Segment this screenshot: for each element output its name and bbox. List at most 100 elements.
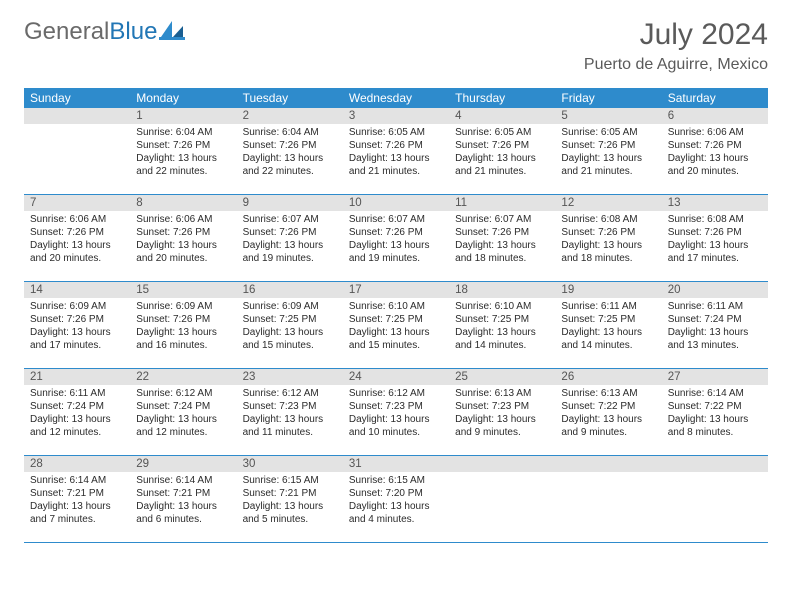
sunset-text: Sunset: 7:26 PM: [455, 226, 549, 239]
daylight-text: Daylight: 13 hours and 18 minutes.: [561, 239, 655, 265]
day-number: 9: [237, 195, 343, 211]
sunrise-text: Sunrise: 6:15 AM: [243, 474, 337, 487]
daylight-text: Daylight: 13 hours and 22 minutes.: [243, 152, 337, 178]
day-info: Sunrise: 6:11 AMSunset: 7:24 PMDaylight:…: [662, 298, 768, 356]
sunrise-text: Sunrise: 6:08 AM: [561, 213, 655, 226]
day-cell: 17Sunrise: 6:10 AMSunset: 7:25 PMDayligh…: [343, 282, 449, 368]
day-number: 21: [24, 369, 130, 385]
day-info: Sunrise: 6:05 AMSunset: 7:26 PMDaylight:…: [449, 124, 555, 182]
day-cell: [555, 456, 661, 542]
daylight-text: Daylight: 13 hours and 4 minutes.: [349, 500, 443, 526]
dow-cell: Friday: [555, 88, 661, 108]
day-info: Sunrise: 6:14 AMSunset: 7:22 PMDaylight:…: [662, 385, 768, 443]
day-number: 4: [449, 108, 555, 124]
sunset-text: Sunset: 7:24 PM: [30, 400, 124, 413]
day-number: 11: [449, 195, 555, 211]
daylight-text: Daylight: 13 hours and 9 minutes.: [561, 413, 655, 439]
sunrise-text: Sunrise: 6:11 AM: [668, 300, 762, 313]
sunset-text: Sunset: 7:26 PM: [561, 139, 655, 152]
day-number: 24: [343, 369, 449, 385]
dow-cell: Tuesday: [237, 88, 343, 108]
day-info: Sunrise: 6:08 AMSunset: 7:26 PMDaylight:…: [555, 211, 661, 269]
month-title: July 2024: [584, 18, 768, 52]
day-number: 15: [130, 282, 236, 298]
sunset-text: Sunset: 7:26 PM: [668, 139, 762, 152]
sunset-text: Sunset: 7:24 PM: [668, 313, 762, 326]
daylight-text: Daylight: 13 hours and 14 minutes.: [455, 326, 549, 352]
sunset-text: Sunset: 7:25 PM: [349, 313, 443, 326]
day-number: 13: [662, 195, 768, 211]
day-cell: 23Sunrise: 6:12 AMSunset: 7:23 PMDayligh…: [237, 369, 343, 455]
sunrise-text: Sunrise: 6:13 AM: [455, 387, 549, 400]
dow-header-row: SundayMondayTuesdayWednesdayThursdayFrid…: [24, 88, 768, 108]
day-number: 18: [449, 282, 555, 298]
day-info: Sunrise: 6:07 AMSunset: 7:26 PMDaylight:…: [449, 211, 555, 269]
daylight-text: Daylight: 13 hours and 18 minutes.: [455, 239, 549, 265]
sunrise-text: Sunrise: 6:11 AM: [30, 387, 124, 400]
day-number: [555, 456, 661, 472]
day-cell: 12Sunrise: 6:08 AMSunset: 7:26 PMDayligh…: [555, 195, 661, 281]
sunrise-text: Sunrise: 6:07 AM: [349, 213, 443, 226]
day-cell: 8Sunrise: 6:06 AMSunset: 7:26 PMDaylight…: [130, 195, 236, 281]
day-number: 2: [237, 108, 343, 124]
day-info: Sunrise: 6:06 AMSunset: 7:26 PMDaylight:…: [130, 211, 236, 269]
dow-cell: Wednesday: [343, 88, 449, 108]
daylight-text: Daylight: 13 hours and 19 minutes.: [243, 239, 337, 265]
day-info: Sunrise: 6:04 AMSunset: 7:26 PMDaylight:…: [237, 124, 343, 182]
sunset-text: Sunset: 7:26 PM: [349, 139, 443, 152]
day-info: Sunrise: 6:11 AMSunset: 7:25 PMDaylight:…: [555, 298, 661, 356]
sunset-text: Sunset: 7:26 PM: [30, 313, 124, 326]
sunrise-text: Sunrise: 6:05 AM: [561, 126, 655, 139]
daylight-text: Daylight: 13 hours and 5 minutes.: [243, 500, 337, 526]
day-info: Sunrise: 6:07 AMSunset: 7:26 PMDaylight:…: [237, 211, 343, 269]
brand-text: GeneralBlue: [24, 18, 157, 46]
header: GeneralBlue July 2024 Puerto de Aguirre,…: [0, 0, 792, 80]
title-block: July 2024 Puerto de Aguirre, Mexico: [584, 18, 768, 74]
sunset-text: Sunset: 7:22 PM: [561, 400, 655, 413]
sunset-text: Sunset: 7:26 PM: [561, 226, 655, 239]
daylight-text: Daylight: 13 hours and 15 minutes.: [349, 326, 443, 352]
day-info: Sunrise: 6:15 AMSunset: 7:21 PMDaylight:…: [237, 472, 343, 530]
daylight-text: Daylight: 13 hours and 6 minutes.: [136, 500, 230, 526]
sunset-text: Sunset: 7:26 PM: [668, 226, 762, 239]
sunset-text: Sunset: 7:20 PM: [349, 487, 443, 500]
sunset-text: Sunset: 7:23 PM: [455, 400, 549, 413]
day-number: [24, 108, 130, 124]
day-number: 8: [130, 195, 236, 211]
daylight-text: Daylight: 13 hours and 12 minutes.: [136, 413, 230, 439]
week-row: 1Sunrise: 6:04 AMSunset: 7:26 PMDaylight…: [24, 108, 768, 195]
sunset-text: Sunset: 7:25 PM: [455, 313, 549, 326]
day-number: 10: [343, 195, 449, 211]
daylight-text: Daylight: 13 hours and 20 minutes.: [136, 239, 230, 265]
daylight-text: Daylight: 13 hours and 17 minutes.: [668, 239, 762, 265]
day-info: Sunrise: 6:10 AMSunset: 7:25 PMDaylight:…: [449, 298, 555, 356]
calendar-grid: SundayMondayTuesdayWednesdayThursdayFrid…: [24, 88, 768, 543]
day-cell: 11Sunrise: 6:07 AMSunset: 7:26 PMDayligh…: [449, 195, 555, 281]
daylight-text: Daylight: 13 hours and 9 minutes.: [455, 413, 549, 439]
sunrise-text: Sunrise: 6:14 AM: [136, 474, 230, 487]
day-cell: 30Sunrise: 6:15 AMSunset: 7:21 PMDayligh…: [237, 456, 343, 542]
week-row: 28Sunrise: 6:14 AMSunset: 7:21 PMDayligh…: [24, 456, 768, 543]
daylight-text: Daylight: 13 hours and 21 minutes.: [561, 152, 655, 178]
sunset-text: Sunset: 7:26 PM: [243, 226, 337, 239]
day-cell: 16Sunrise: 6:09 AMSunset: 7:25 PMDayligh…: [237, 282, 343, 368]
day-cell: 15Sunrise: 6:09 AMSunset: 7:26 PMDayligh…: [130, 282, 236, 368]
daylight-text: Daylight: 13 hours and 17 minutes.: [30, 326, 124, 352]
sail-icon: [159, 19, 185, 46]
day-number: 16: [237, 282, 343, 298]
day-info: Sunrise: 6:06 AMSunset: 7:26 PMDaylight:…: [24, 211, 130, 269]
sunrise-text: Sunrise: 6:05 AM: [455, 126, 549, 139]
day-number: 30: [237, 456, 343, 472]
sunrise-text: Sunrise: 6:15 AM: [349, 474, 443, 487]
day-number: 27: [662, 369, 768, 385]
sunrise-text: Sunrise: 6:12 AM: [349, 387, 443, 400]
location-label: Puerto de Aguirre, Mexico: [584, 56, 768, 74]
sunrise-text: Sunrise: 6:12 AM: [243, 387, 337, 400]
brand-gray: General: [24, 18, 109, 45]
day-info: Sunrise: 6:11 AMSunset: 7:24 PMDaylight:…: [24, 385, 130, 443]
daylight-text: Daylight: 13 hours and 14 minutes.: [561, 326, 655, 352]
day-number: 5: [555, 108, 661, 124]
sunset-text: Sunset: 7:21 PM: [243, 487, 337, 500]
daylight-text: Daylight: 13 hours and 21 minutes.: [349, 152, 443, 178]
daylight-text: Daylight: 13 hours and 20 minutes.: [668, 152, 762, 178]
